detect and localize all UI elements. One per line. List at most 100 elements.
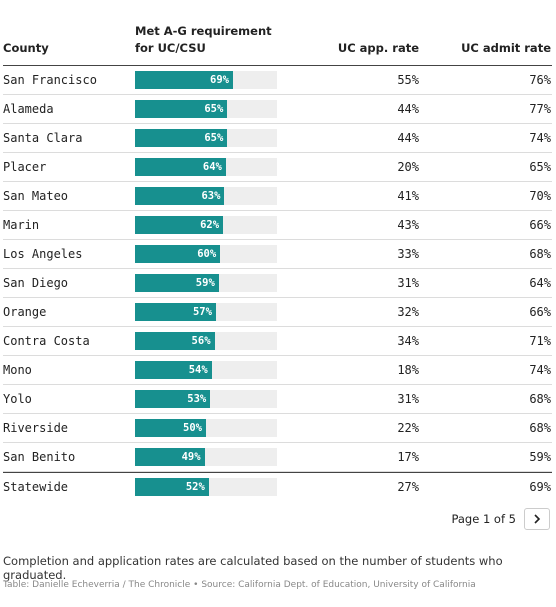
app-rate-cell: 20%: [397, 160, 419, 174]
app-rate-cell: 43%: [397, 218, 419, 232]
county-cell: Riverside: [3, 421, 69, 435]
met-ag-label: 60%: [197, 248, 217, 260]
bar-track: 50%: [135, 419, 277, 437]
met-ag-bar: 56%: [135, 332, 215, 350]
page-indicator: Page 1 of 5: [451, 512, 516, 526]
met-ag-label: 64%: [202, 161, 222, 173]
table-row: Mono 54% 18% 74%: [3, 356, 552, 385]
table-header: County Met A-G requirement for UC/CSU UC…: [3, 0, 552, 66]
chevron-right-icon: [534, 514, 541, 524]
county-cell: San Diego: [3, 276, 69, 290]
met-ag-label: 57%: [192, 306, 212, 318]
table-row: Los Angeles 60% 33% 68%: [3, 240, 552, 269]
bar-track: 65%: [135, 129, 277, 147]
table-row: Statewide 52% 27% 69%: [3, 472, 552, 501]
bar-track: 53%: [135, 390, 277, 408]
met-ag-label: 69%: [210, 74, 229, 86]
table-row: San Francisco 69% 55% 76%: [3, 66, 552, 95]
app-rate-cell: 33%: [397, 247, 419, 261]
next-page-button[interactable]: [524, 508, 550, 530]
met-ag-bar: 54%: [135, 361, 212, 379]
admit-rate-cell: 59%: [529, 450, 551, 464]
app-rate-cell: 22%: [397, 421, 419, 435]
met-ag-bar: 57%: [135, 303, 216, 321]
county-cell: San Mateo: [3, 189, 69, 203]
table-row: San Benito 49% 17% 59%: [3, 443, 552, 472]
bar-track: 63%: [135, 187, 277, 205]
met-ag-label: 56%: [191, 335, 211, 347]
bar-track: 62%: [135, 216, 277, 234]
header-met-ag-line2: for UC/CSU: [135, 41, 206, 55]
admit-rate-cell: 69%: [529, 480, 551, 494]
data-table: County Met A-G requirement for UC/CSU UC…: [3, 0, 552, 501]
table-row: Contra Costa 56% 34% 71%: [3, 327, 552, 356]
header-met-ag[interactable]: Met A-G requirement for UC/CSU: [135, 23, 285, 57]
met-ag-bar: 59%: [135, 274, 219, 292]
county-cell: San Francisco: [3, 73, 97, 87]
header-admit-rate[interactable]: UC admit rate: [461, 41, 551, 55]
admit-rate-cell: 68%: [529, 392, 551, 406]
met-ag-bar: 53%: [135, 390, 211, 408]
table-row: Alameda 65% 44% 77%: [3, 95, 552, 124]
met-ag-bar: 60%: [135, 245, 221, 263]
met-ag-label: 59%: [195, 277, 215, 289]
met-ag-label: 62%: [200, 219, 220, 231]
county-cell: Alameda: [3, 102, 54, 116]
met-ag-label: 65%: [204, 103, 224, 115]
county-cell: Marin: [3, 218, 40, 232]
met-ag-label: 52%: [185, 481, 205, 493]
pagination: Page 1 of 5: [451, 508, 550, 530]
table-row: San Diego 59% 31% 64%: [3, 269, 552, 298]
table-row: Placer 64% 20% 65%: [3, 153, 552, 182]
header-county[interactable]: County: [3, 41, 49, 55]
county-cell: San Benito: [3, 450, 76, 464]
footnote: Completion and application rates are cal…: [3, 554, 503, 582]
met-ag-label: 54%: [188, 364, 208, 376]
county-cell: Contra Costa: [3, 334, 90, 348]
met-ag-bar: 49%: [135, 448, 205, 466]
table-row: San Mateo 63% 41% 70%: [3, 182, 552, 211]
table-row: Yolo 53% 31% 68%: [3, 385, 552, 414]
met-ag-label: 63%: [201, 190, 221, 202]
admit-rate-cell: 66%: [529, 305, 551, 319]
header-app-rate[interactable]: UC app. rate: [337, 41, 419, 55]
admit-rate-cell: 77%: [529, 102, 551, 116]
met-ag-bar: 65%: [135, 100, 228, 118]
table-body: San Francisco 69% 55% 76% Alameda 65% 44% 77% Sa…: [3, 66, 552, 501]
table-row: Santa Clara 65% 44% 74%: [3, 124, 552, 153]
county-cell: Yolo: [3, 392, 32, 406]
met-ag-bar: 64%: [135, 158, 226, 176]
bar-track: 49%: [135, 448, 277, 466]
admit-rate-cell: 74%: [529, 363, 551, 377]
bar-track: 56%: [135, 332, 277, 350]
app-rate-cell: 34%: [397, 334, 419, 348]
admit-rate-cell: 68%: [529, 421, 551, 435]
county-cell: Mono: [3, 363, 32, 377]
met-ag-bar: 62%: [135, 216, 224, 234]
admit-rate-cell: 66%: [529, 218, 551, 232]
met-ag-bar: 63%: [135, 187, 225, 205]
bar-track: 65%: [135, 100, 277, 118]
met-ag-label: 49%: [181, 451, 201, 463]
app-rate-cell: 41%: [397, 189, 419, 203]
met-ag-bar: 69%: [135, 71, 233, 89]
bar-track: 54%: [135, 361, 277, 379]
admit-rate-cell: 74%: [529, 131, 551, 145]
app-rate-cell: 55%: [397, 73, 419, 87]
county-cell: Orange: [3, 305, 47, 319]
header-met-ag-line1: Met A-G requirement: [135, 24, 272, 38]
source-credit: Table: Danielle Echeverria / The Chronic…: [3, 580, 476, 590]
met-ag-bar: 50%: [135, 419, 206, 437]
bar-track: 64%: [135, 158, 277, 176]
admit-rate-cell: 68%: [529, 247, 551, 261]
bar-track: 52%: [135, 478, 277, 496]
app-rate-cell: 32%: [397, 305, 419, 319]
app-rate-cell: 31%: [397, 276, 419, 290]
admit-rate-cell: 65%: [529, 160, 551, 174]
app-rate-cell: 44%: [397, 102, 419, 116]
county-cell: Statewide: [3, 480, 69, 494]
bar-track: 57%: [135, 303, 277, 321]
app-rate-cell: 44%: [397, 131, 419, 145]
app-rate-cell: 18%: [397, 363, 419, 377]
admit-rate-cell: 64%: [529, 276, 551, 290]
